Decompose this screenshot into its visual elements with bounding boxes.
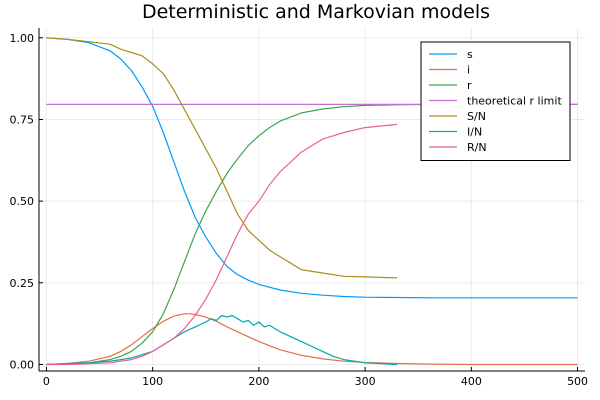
chart-title: Deterministic and Markovian models bbox=[142, 1, 490, 23]
y-tick-label: 1.00 bbox=[10, 32, 35, 45]
series-line-i-n bbox=[46, 314, 398, 366]
series-line-r-n bbox=[46, 123, 398, 366]
series-line-s-n bbox=[46, 37, 398, 279]
legend-box bbox=[420, 41, 571, 161]
x-tick-label: 400 bbox=[461, 375, 482, 388]
x-tick-label: 500 bbox=[567, 375, 588, 388]
y-tick-label: 0.25 bbox=[10, 277, 35, 290]
legend-label-s: s bbox=[467, 48, 473, 61]
y-tick-label: 0.00 bbox=[10, 358, 35, 371]
legend: sir theoretical r limit S/N I/N R/N bbox=[420, 41, 571, 161]
axes: 0 100 200 300 400 500 0.00 0.25 0.50 0.75 1.00 bbox=[10, 28, 588, 388]
x-tick-label: 200 bbox=[248, 375, 269, 388]
legend-label-i-n: I/N bbox=[467, 126, 482, 139]
legend-label-r-n: R/N bbox=[467, 141, 487, 154]
series-line-i bbox=[46, 313, 578, 366]
legend-label-r: r bbox=[467, 79, 472, 92]
legend-label-i: i bbox=[467, 64, 470, 77]
y-tick-label: 0.75 bbox=[10, 113, 35, 126]
legend-label-theoretical-r-limit: theoretical r limit bbox=[467, 95, 562, 108]
x-tick-label: 100 bbox=[142, 375, 163, 388]
x-tick-label: 0 bbox=[43, 375, 50, 388]
x-tick-label: 300 bbox=[355, 375, 376, 388]
y-tick-label: 0.50 bbox=[10, 195, 35, 208]
legend-label-s-n: S/N bbox=[467, 110, 486, 123]
series-line-s bbox=[46, 37, 578, 299]
series-line-r bbox=[46, 103, 578, 366]
